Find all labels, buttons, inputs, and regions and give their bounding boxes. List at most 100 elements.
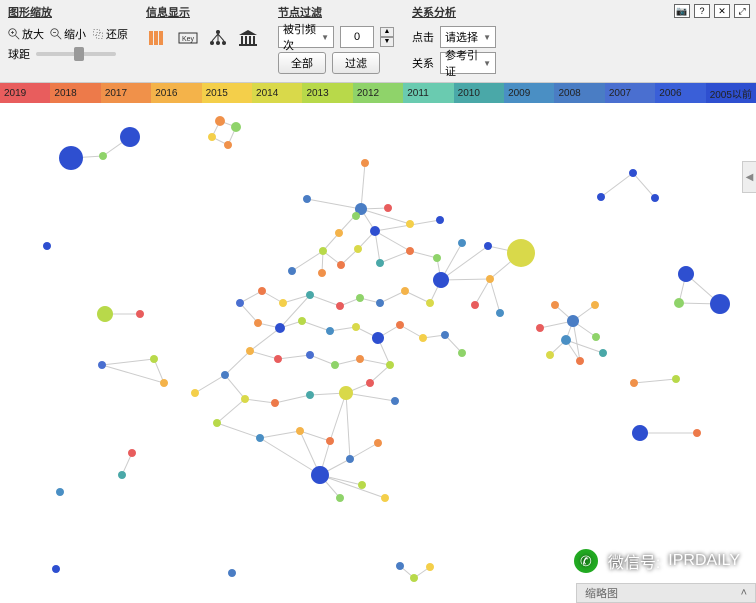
graph-node[interactable]: [546, 351, 554, 359]
graph-node[interactable]: [693, 429, 701, 437]
graph-node[interactable]: [97, 306, 113, 322]
graph-node[interactable]: [436, 216, 444, 224]
graph-node[interactable]: [241, 395, 249, 403]
graph-node[interactable]: [386, 361, 394, 369]
graph-node[interactable]: [336, 302, 344, 310]
graph-node[interactable]: [254, 319, 262, 327]
graph-node[interactable]: [678, 266, 694, 282]
graph-node[interactable]: [326, 327, 334, 335]
graph-node[interactable]: [336, 494, 344, 502]
year-cell[interactable]: 2014: [252, 83, 302, 103]
cited-select[interactable]: 被引频次▼: [278, 26, 334, 48]
graph-node[interactable]: [567, 315, 579, 327]
graph-node[interactable]: [651, 194, 659, 202]
info-tree-icon[interactable]: [206, 26, 230, 50]
graph-node[interactable]: [366, 379, 374, 387]
graph-node[interactable]: [374, 439, 382, 447]
graph-node[interactable]: [52, 565, 60, 573]
network-graph[interactable]: ◀ ✆ 微信号: IPRDAILY 缩略图 ˄: [0, 103, 756, 603]
year-cell[interactable]: 2013: [302, 83, 352, 103]
graph-node[interactable]: [401, 287, 409, 295]
graph-node[interactable]: [306, 291, 314, 299]
all-button[interactable]: 全部: [278, 52, 326, 74]
year-cell[interactable]: 2018: [50, 83, 100, 103]
graph-node[interactable]: [318, 269, 326, 277]
graph-node[interactable]: [279, 299, 287, 307]
graph-node[interactable]: [228, 569, 236, 577]
graph-node[interactable]: [98, 361, 106, 369]
graph-node[interactable]: [358, 481, 366, 489]
graph-node[interactable]: [599, 349, 607, 357]
year-cell[interactable]: 2011: [403, 83, 453, 103]
year-cell[interactable]: 2012: [353, 83, 403, 103]
graph-node[interactable]: [258, 287, 266, 295]
year-cell[interactable]: 2008: [554, 83, 604, 103]
graph-node[interactable]: [319, 247, 327, 255]
graph-node[interactable]: [352, 212, 360, 220]
graph-node[interactable]: [136, 310, 144, 318]
graph-node[interactable]: [326, 437, 334, 445]
info-key-icon[interactable]: Key: [176, 26, 200, 50]
graph-node[interactable]: [346, 455, 354, 463]
year-cell[interactable]: 2015: [202, 83, 252, 103]
side-panel-handle[interactable]: ◀: [742, 161, 756, 193]
graph-node[interactable]: [275, 323, 285, 333]
graph-node[interactable]: [331, 361, 339, 369]
graph-node[interactable]: [410, 574, 418, 582]
spinner-up-icon[interactable]: ▲: [380, 27, 394, 37]
graph-node[interactable]: [191, 389, 199, 397]
graph-node[interactable]: [406, 220, 414, 228]
graph-node[interactable]: [433, 272, 449, 288]
graph-node[interactable]: [221, 371, 229, 379]
year-cell[interactable]: 2007: [605, 83, 655, 103]
year-cell[interactable]: 2016: [151, 83, 201, 103]
graph-node[interactable]: [629, 169, 637, 177]
graph-node[interactable]: [215, 116, 225, 126]
info-books-icon[interactable]: [146, 26, 170, 50]
graph-node[interactable]: [674, 298, 684, 308]
graph-node[interactable]: [274, 355, 282, 363]
graph-node[interactable]: [99, 152, 107, 160]
minimap-bar[interactable]: 缩略图 ˄: [576, 583, 756, 603]
year-cell[interactable]: 2006: [655, 83, 705, 103]
graph-node[interactable]: [372, 332, 384, 344]
graph-node[interactable]: [458, 349, 466, 357]
graph-node[interactable]: [396, 321, 404, 329]
help-icon[interactable]: ?: [694, 4, 710, 18]
year-cell[interactable]: 2009: [504, 83, 554, 103]
graph-node[interactable]: [128, 449, 136, 457]
graph-node[interactable]: [507, 239, 535, 267]
graph-node[interactable]: [484, 242, 492, 250]
graph-node[interactable]: [672, 375, 680, 383]
graph-node[interactable]: [426, 299, 434, 307]
graph-node[interactable]: [486, 275, 494, 283]
graph-node[interactable]: [303, 195, 311, 203]
graph-node[interactable]: [339, 386, 353, 400]
camera-icon[interactable]: 📷: [674, 4, 690, 18]
graph-node[interactable]: [406, 247, 414, 255]
graph-node[interactable]: [224, 141, 232, 149]
graph-node[interactable]: [356, 355, 364, 363]
graph-node[interactable]: [43, 242, 51, 250]
graph-node[interactable]: [384, 204, 392, 212]
count-input[interactable]: [340, 26, 374, 48]
graph-node[interactable]: [536, 324, 544, 332]
graph-node[interactable]: [376, 299, 384, 307]
relation-select[interactable]: 参考引证▼: [440, 52, 496, 74]
graph-node[interactable]: [381, 494, 389, 502]
graph-node[interactable]: [288, 267, 296, 275]
year-cell[interactable]: 2010: [454, 83, 504, 103]
graph-node[interactable]: [246, 347, 254, 355]
graph-node[interactable]: [59, 146, 83, 170]
distance-slider[interactable]: [36, 52, 116, 56]
graph-node[interactable]: [710, 294, 730, 314]
spinner-down-icon[interactable]: ▼: [380, 37, 394, 47]
graph-node[interactable]: [296, 427, 304, 435]
year-cell[interactable]: 2005以前: [706, 83, 756, 103]
graph-node[interactable]: [256, 434, 264, 442]
graph-node[interactable]: [306, 391, 314, 399]
share-icon[interactable]: ✕: [714, 4, 730, 18]
graph-node[interactable]: [160, 379, 168, 387]
graph-node[interactable]: [376, 259, 384, 267]
graph-node[interactable]: [236, 299, 244, 307]
